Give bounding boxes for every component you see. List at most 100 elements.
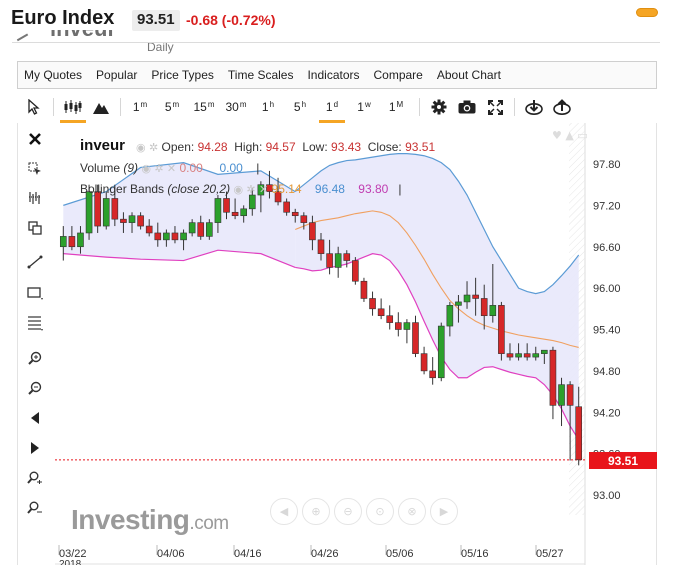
candle-body	[386, 315, 394, 323]
menu-price-types[interactable]: Price Types	[151, 68, 214, 82]
zoom-out-icon[interactable]	[24, 377, 46, 399]
download-icon[interactable]	[523, 94, 545, 120]
candle-body	[223, 198, 230, 213]
chart-toolbar: 1 m 5 m 15 m 30 m 1 h 5 h 1 d 1 w 1 M	[17, 92, 657, 123]
upload-icon[interactable]	[551, 94, 573, 120]
trendline-icon[interactable]	[24, 251, 46, 273]
candle-body	[515, 353, 522, 358]
gear-small-icon[interactable]: ✲	[154, 163, 164, 175]
bb-param: (close 20,2)	[167, 182, 231, 196]
cursor-icon[interactable]	[23, 94, 45, 120]
low-label: Low:	[302, 140, 328, 154]
bollinger-lower-left	[63, 249, 296, 268]
nav-zoom-in-icon[interactable]: ⊕	[302, 498, 330, 525]
rectangle-icon[interactable]	[24, 282, 46, 304]
header-divider	[12, 42, 660, 43]
nav-reset-icon[interactable]: ⊗	[398, 498, 426, 525]
timeframe-unit: m	[172, 99, 180, 109]
magnet-icon[interactable]	[24, 467, 46, 489]
chart-frame	[17, 123, 657, 565]
timeframe-label: 5	[164, 100, 172, 114]
toolbar-separator	[53, 98, 54, 116]
fullscreen-icon[interactable]	[484, 94, 506, 120]
eye-icon[interactable]: ◉	[233, 184, 244, 196]
candle-body	[214, 198, 222, 223]
remove-icon[interactable]: ✕	[166, 163, 177, 175]
remove-icon[interactable]: ✕	[258, 184, 269, 196]
price-tick-label: 96.00	[593, 283, 621, 295]
menu-my-quotes[interactable]: My Quotes	[24, 68, 83, 82]
menu-indicators[interactable]: Indicators	[307, 68, 360, 82]
close-value: 93.51	[405, 140, 436, 154]
anchor-icon[interactable]	[24, 497, 46, 519]
bars-tool-icon[interactable]	[24, 187, 46, 209]
timeframe-label: 1	[388, 100, 396, 114]
copy-icon[interactable]	[24, 217, 46, 239]
candle-body	[231, 211, 239, 217]
candle-body	[283, 201, 290, 213]
close-icon[interactable]	[24, 128, 46, 150]
price-chart[interactable]: 97.8097.2096.6096.0095.4094.8094.2093.60…	[55, 123, 657, 565]
bollinger-band-fill	[295, 153, 579, 440]
menu-time-scales[interactable]: Time Scales	[227, 68, 294, 82]
candle-body	[240, 208, 247, 217]
ghost-period: Daily	[147, 40, 174, 54]
candle-body	[326, 253, 333, 268]
mountain-icon[interactable]	[90, 94, 112, 120]
candle-body	[145, 225, 153, 234]
timeframe-30m[interactable]: 30 m	[225, 94, 247, 120]
price-tick-label: 97.80	[593, 159, 621, 171]
menu-about-chart[interactable]: About Chart	[436, 68, 501, 82]
candle-body	[77, 232, 84, 248]
toolbar-separator	[419, 98, 420, 116]
timeframe-15m[interactable]: 15 m	[193, 94, 215, 120]
candle-body	[94, 191, 101, 227]
timeframe-label: 15	[193, 100, 207, 114]
nav-right-icon[interactable]: ▶	[430, 498, 458, 525]
last-price-tag: 93.51	[589, 452, 657, 469]
menu-compare[interactable]: Compare	[373, 68, 423, 82]
scroll-left-icon[interactable]	[24, 407, 46, 429]
last-price: 93.51	[132, 10, 180, 31]
bollinger-middle-line	[295, 210, 579, 348]
eye-icon[interactable]: ◉	[136, 142, 146, 154]
alert-pill-icon[interactable]	[636, 8, 658, 17]
scroll-right-icon[interactable]	[24, 437, 46, 459]
timeframe-unit: M	[396, 99, 404, 109]
bollinger-legend: Bollinger Bands (close 20,2) ◉ ✲ ✕ 95.14…	[80, 182, 402, 196]
time-tick-label: 04/16	[234, 548, 262, 560]
high-label: High:	[234, 140, 263, 154]
menu-popular[interactable]: Popular	[96, 68, 138, 82]
cross-cursor-icon[interactable]	[24, 158, 46, 180]
candle-body	[197, 222, 205, 237]
nav-zoom-out-icon[interactable]: ⊖	[334, 498, 362, 525]
fibonacci-icon[interactable]	[24, 312, 46, 334]
candlestick-icon[interactable]	[60, 94, 86, 123]
gear-icon[interactable]	[428, 94, 450, 120]
candle-body	[300, 215, 308, 223]
gear-small-icon[interactable]: ✲	[246, 184, 256, 196]
nav-left-icon[interactable]: ◀	[270, 498, 298, 525]
eye-icon[interactable]: ◉	[141, 163, 151, 175]
candle-body	[403, 322, 411, 330]
camera-icon[interactable]	[456, 94, 478, 120]
candle-body	[489, 305, 497, 317]
time-tick-label: 04/06	[157, 548, 185, 560]
candle-body	[420, 353, 428, 372]
candle-body	[85, 191, 93, 234]
zoom-in-icon[interactable]	[24, 347, 46, 369]
price-tick-label: 93.00	[593, 490, 621, 502]
candle-body	[309, 222, 316, 241]
candle-body	[188, 222, 196, 234]
nav-zoom-fit-icon[interactable]: ⊙	[366, 498, 394, 525]
gear-small-icon[interactable]: ✲	[148, 142, 159, 154]
chart-nav-controls: ◀ ⊕ ⊖ ⊙ ⊗ ▶	[270, 498, 460, 525]
candle-body	[446, 305, 454, 327]
